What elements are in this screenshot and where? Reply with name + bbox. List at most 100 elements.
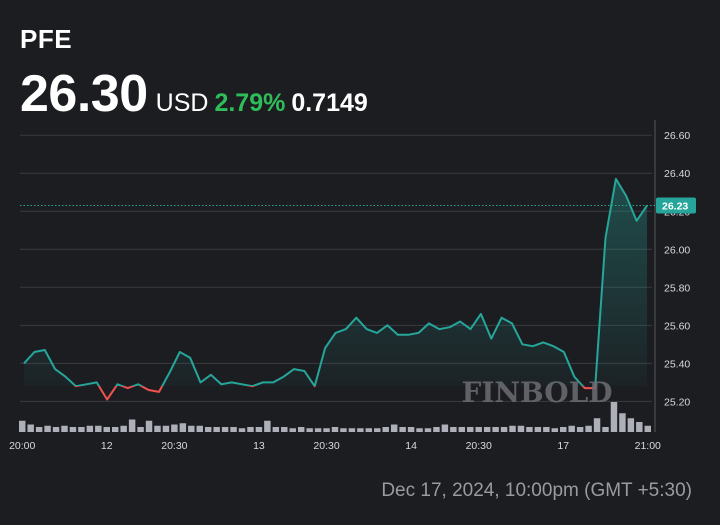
- volume-bar: [297, 427, 305, 432]
- volume-bar: [171, 424, 178, 432]
- x-tick-label: 21:00: [635, 440, 661, 452]
- volume-bar: [27, 424, 34, 432]
- volume-bar: [323, 428, 330, 432]
- volume-bar: [441, 424, 449, 432]
- x-tick-label: 17: [557, 440, 569, 452]
- volume-bar: [509, 425, 516, 432]
- y-tick-label: 26.60: [664, 130, 690, 142]
- watermark-logo: FINBOLD: [461, 376, 612, 409]
- volume-bar: [179, 423, 187, 432]
- volume-bar: [137, 427, 144, 432]
- volume-bar: [111, 427, 119, 432]
- price-area-fill: [24, 178, 647, 387]
- volume-bar: [196, 425, 203, 432]
- volume-bar: [331, 427, 339, 432]
- volume-bar: [483, 427, 491, 432]
- volume-bar: [365, 428, 373, 432]
- volume-bar: [162, 425, 170, 432]
- x-tick-label: 20:00: [9, 440, 35, 452]
- volume-bar: [314, 428, 322, 432]
- volume-bar: [526, 427, 533, 432]
- volume-bar: [35, 427, 43, 432]
- y-tick-label: 26.00: [664, 244, 690, 256]
- volume-bar: [348, 428, 356, 432]
- volume-bar: [619, 413, 626, 432]
- volume-bar: [500, 427, 508, 432]
- y-tick-label: 25.20: [664, 396, 690, 408]
- x-tick-label: 13: [253, 440, 265, 452]
- volume-bar: [475, 427, 482, 432]
- volume-bar: [61, 425, 68, 432]
- volume-bar: [188, 425, 195, 432]
- volume-bar: [390, 424, 398, 432]
- volume-bar: [120, 425, 127, 432]
- volume-bar: [86, 425, 94, 432]
- y-tick-label: 26.40: [664, 168, 690, 180]
- current-price: 26.30: [20, 65, 148, 123]
- volume-bar: [467, 427, 474, 432]
- volume-bar: [543, 427, 550, 432]
- change-percent: 2.79%: [214, 89, 286, 117]
- volume-bar: [238, 428, 246, 432]
- last-price-label: 26.23: [662, 201, 688, 213]
- volume-bar: [204, 427, 212, 432]
- ticker-symbol: PFE: [20, 24, 73, 54]
- volume-bar: [247, 427, 254, 432]
- volume-bar: [272, 427, 280, 432]
- currency-label: USD: [155, 89, 209, 117]
- volume-bar: [289, 428, 296, 432]
- volume-bar: [644, 425, 651, 432]
- chart-timestamp: Dec 17, 2024, 10:00pm (GMT +5:30): [381, 480, 692, 501]
- volume-bar: [281, 427, 288, 432]
- price-row: 26.30 USD 2.79% 0.7149: [20, 64, 368, 124]
- volume-bar: [255, 427, 263, 432]
- volume-bar: [44, 425, 51, 432]
- volume-bar: [19, 420, 26, 432]
- volume-bar: [568, 425, 575, 432]
- price-line-up: [23, 177, 648, 387]
- volume-bar: [610, 402, 618, 432]
- volume-bar: [340, 428, 347, 432]
- volume-bar: [576, 427, 584, 432]
- x-tick-label: 20:30: [466, 440, 492, 452]
- volume-bar: [357, 428, 364, 432]
- volume-bar: [399, 427, 406, 432]
- volume-bar: [382, 427, 389, 432]
- volume-bar: [52, 427, 60, 432]
- volume-bar: [458, 427, 466, 432]
- volume-bar: [78, 427, 85, 432]
- volume-bar: [416, 428, 423, 432]
- volume-bar: [407, 427, 415, 432]
- volume-bar: [69, 427, 77, 432]
- volume-bar: [95, 425, 102, 432]
- volume-bar: [433, 427, 440, 432]
- volume-bar: [213, 427, 220, 432]
- x-tick-label: 14: [405, 440, 417, 452]
- volume-bar: [517, 425, 525, 432]
- volume-bar: [306, 428, 313, 432]
- volume-bar: [585, 425, 592, 432]
- volume-bar: [636, 422, 643, 432]
- volume-bar: [593, 418, 601, 432]
- volume-bar: [374, 428, 381, 432]
- volume-bar: [264, 420, 271, 432]
- y-tick-label: 25.80: [664, 282, 690, 294]
- y-tick-label: 25.60: [664, 320, 690, 332]
- volume-bar: [551, 428, 559, 432]
- last-price-badge: [656, 197, 696, 214]
- volume-bar: [230, 427, 237, 432]
- volume-bar: [627, 418, 635, 432]
- volume-bar: [145, 420, 153, 432]
- volume-bar: [103, 427, 110, 432]
- price-line-down: [74, 386, 597, 401]
- x-tick-label: 20:30: [313, 440, 339, 452]
- volume-bar: [424, 428, 432, 432]
- volume-bar: [154, 425, 161, 432]
- y-tick-label: 25.40: [664, 358, 690, 370]
- volume-bar: [450, 427, 457, 432]
- volume-bar: [602, 427, 609, 432]
- volume-bar: [221, 427, 229, 432]
- volume-bar: [128, 419, 136, 432]
